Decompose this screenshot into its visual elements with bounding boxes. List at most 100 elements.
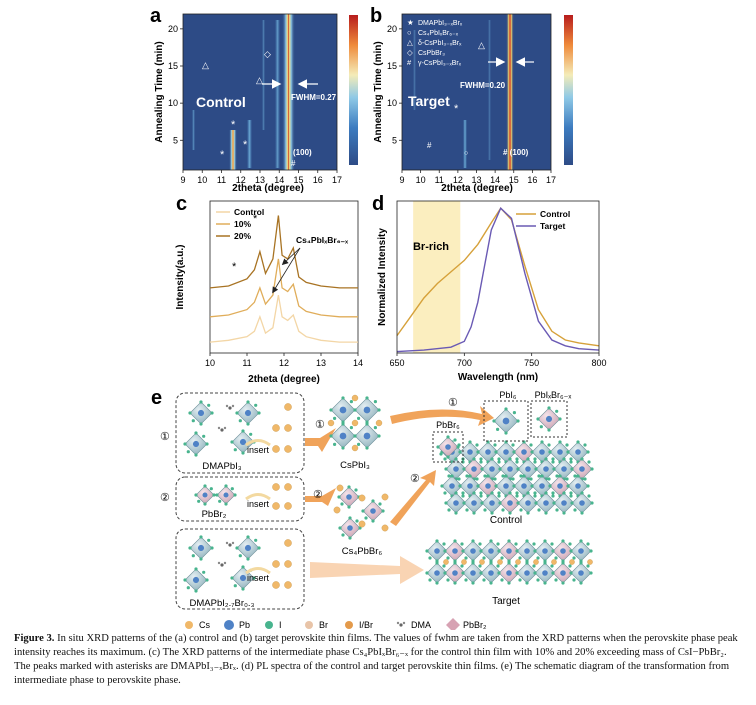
pbbr2-label: PbBr₂ <box>202 509 227 520</box>
cs-atom <box>375 419 383 427</box>
halide-atom <box>377 434 381 438</box>
halide-atom <box>428 556 432 560</box>
halide-atom <box>254 538 258 542</box>
halide-atom <box>471 561 475 565</box>
control-structure-label: Control <box>490 515 522 526</box>
halide-atom <box>462 501 466 505</box>
dmapbi3-label: DMAPbI₃ <box>202 461 241 472</box>
halide-atom <box>479 460 483 464</box>
halide-atom <box>199 557 203 561</box>
octahedron <box>353 422 381 450</box>
halide-atom <box>348 536 352 540</box>
series-line-0 <box>209 294 358 343</box>
halide-atom <box>479 549 483 553</box>
halide-atom <box>580 491 584 495</box>
halide-atom <box>515 460 519 464</box>
halide-atom <box>551 494 555 498</box>
halide-atom <box>526 511 530 515</box>
halide-atom <box>532 564 536 568</box>
series-line-1 <box>209 258 358 318</box>
octahedron <box>530 474 554 498</box>
halide-atom <box>569 457 573 461</box>
octahedron <box>569 561 593 585</box>
halide-atom <box>498 467 502 471</box>
halide-atom <box>512 450 516 454</box>
halide-atom <box>377 408 381 412</box>
halide-atom <box>539 425 543 429</box>
x-tick-label: 12 <box>279 358 289 368</box>
halide-atom <box>215 493 219 497</box>
octahedron <box>235 400 261 426</box>
halide-atom <box>230 487 234 491</box>
halide-atom <box>444 467 448 471</box>
halide-atom <box>497 549 501 553</box>
halide-atom <box>519 474 523 478</box>
halide-atom <box>443 457 447 461</box>
annotation-arrow <box>272 247 301 294</box>
pb-atom <box>445 444 451 450</box>
halide-atom <box>461 494 465 498</box>
halide-atom <box>381 509 385 513</box>
halide-atom <box>212 493 216 497</box>
halide-atom <box>534 467 538 471</box>
halide-atom <box>555 409 559 413</box>
pb-atom <box>239 438 247 446</box>
pb-atom <box>489 466 495 472</box>
halide-atom <box>453 438 457 442</box>
halide-atom <box>493 443 497 447</box>
halide-atom <box>191 554 195 558</box>
x-tick-label: 650 <box>389 358 404 368</box>
halide-atom <box>454 511 458 515</box>
halide-atom <box>536 417 540 421</box>
halide-atom <box>479 494 483 498</box>
box-pbbr2 <box>175 476 305 522</box>
halide-atom <box>453 561 457 565</box>
halide-atom <box>497 491 501 495</box>
halide-atom <box>587 460 591 464</box>
octahedron <box>536 406 562 432</box>
halide-atom <box>183 442 187 446</box>
pb-atom <box>453 500 459 506</box>
halide-atom <box>552 467 556 471</box>
pb-atom <box>434 548 440 554</box>
figure-canvas: a △ △ ◇ * * * # Control FWHM=0.27 (100) … <box>150 5 607 630</box>
halide-atom <box>497 571 501 575</box>
arrow-step1 <box>305 428 336 452</box>
x-tick-label: 13 <box>255 175 265 185</box>
halide-atom <box>486 474 490 478</box>
halide-atom <box>515 491 519 495</box>
halide-atom <box>573 508 577 512</box>
halide-atom <box>341 533 345 537</box>
pb-atom <box>239 574 247 582</box>
halide-atom <box>540 474 544 478</box>
halide-atom <box>442 542 446 546</box>
halide-atom <box>550 564 554 568</box>
halide-atom <box>340 502 344 506</box>
halide-atom <box>183 578 187 582</box>
figure-caption: Figure 3. In situ XRD patterns of the (a… <box>14 632 742 688</box>
x-tick-label: 13 <box>471 175 481 185</box>
halide-atom <box>482 578 486 582</box>
panel-b: b * # ○ △ Target FWHM=0.20 # (100) ★ DMAP… <box>370 5 573 194</box>
fwhm-label: FWHM=0.20 <box>460 81 506 90</box>
heatmap-b-background <box>402 14 551 170</box>
octahedron <box>516 457 540 481</box>
peak-label: # (100) <box>503 148 529 157</box>
insert-label: insert <box>247 445 270 455</box>
x-tick-label: 16 <box>527 175 537 185</box>
halide-atom <box>468 474 472 478</box>
cs4pbbr6-label: Cs₄PbBr₆ <box>342 546 383 557</box>
halide-atom <box>525 581 529 585</box>
legend-swatch <box>305 621 313 629</box>
pb-atom <box>470 570 476 576</box>
cs-atom <box>358 520 366 528</box>
halide-atom <box>246 557 250 561</box>
halide-atom <box>494 484 498 488</box>
cs-atom <box>351 394 359 402</box>
cs-atom <box>515 559 521 565</box>
halide-atom <box>246 535 250 539</box>
halide-atom <box>514 564 518 568</box>
halide-atom <box>547 443 551 447</box>
y-axis-label: Annealing Time (min) <box>154 41 165 143</box>
halide-atom <box>586 542 590 546</box>
